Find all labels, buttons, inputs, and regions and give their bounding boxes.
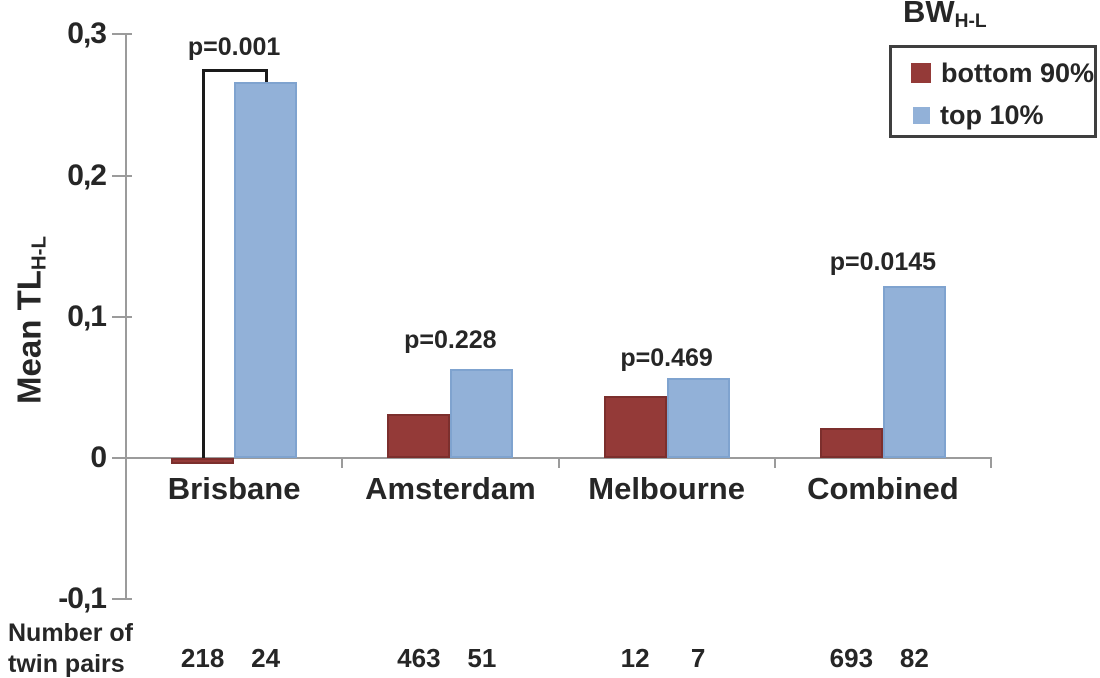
x-axis-tick [990,458,992,468]
bar-top-10--melbourne [666,377,730,458]
twin-pairs-count: 693 [829,643,874,673]
category-label-combined: Combined [807,471,959,506]
p-value-label-amsterdam: p=0.228 [404,326,497,355]
bar-bottom-90--combined [819,428,883,458]
twin-pairs-count: 82 [899,643,929,673]
bar-bottom-90--melbourne [603,395,667,458]
twin-pairs-count: 7 [690,643,706,673]
y-axis-title-main: Mean TL [10,270,48,404]
twin-pairs-count: 12 [620,643,650,673]
legend-item-bottom-90: bottom 90% [911,55,1094,91]
twin-pairs-count: 463 [397,643,441,673]
twin-pairs-count: 51 [467,643,497,673]
legend: bottom 90% top 10% [889,45,1097,138]
y-tick-label: 0,2 [67,158,107,192]
legend-item-top-10: top 10% [911,97,1044,133]
bar-bottom-90--brisbane [171,458,235,464]
legend-label-top-10: top 10% [940,99,1044,130]
y-tick-label: 0 [90,441,107,474]
bar-bottom-90--amsterdam [387,414,451,458]
significance-bracket-top [201,69,267,72]
legend-swatch-top-10-icon [913,106,930,124]
significance-bracket-left [201,69,205,458]
footnote-label-line2: twin pairs [8,650,125,678]
twin-pairs-count: 218 [180,643,225,673]
legend-title-subscript: H-L [954,10,987,32]
category-label-brisbane: Brisbane [167,471,301,506]
p-value-label-combined: p=0.0145 [829,247,937,276]
y-axis-tick [112,598,132,601]
y-axis-tick [112,33,132,36]
y-axis-tick [112,174,132,177]
p-value-label-melbourne: p=0.469 [620,343,713,372]
legend-label-bottom-90: bottom 90% [941,57,1095,88]
x-axis-tick [773,458,776,468]
x-axis-tick [341,458,344,468]
significance-bracket-right [264,69,268,83]
x-axis-tick [557,458,560,468]
y-tick-label: 0,1 [67,299,107,333]
y-axis-tick [112,315,132,318]
category-label-amsterdam: Amsterdam [365,471,536,506]
category-label-melbourne: Melbourne [588,471,745,506]
bar-top-10--amsterdam [450,369,514,458]
p-value-label-brisbane: p=0.001 [187,33,281,62]
y-axis-tick [112,457,132,459]
legend-title-main: BW [903,0,955,29]
bar-top-10--brisbane [234,82,298,458]
y-tick-label: 0,3 [67,17,107,51]
twin-pairs-count: 24 [251,643,281,673]
legend-swatch-bottom-90-icon [911,63,931,83]
y-tick-label: -0,1 [58,582,107,616]
legend-title: BWH-L [903,0,987,33]
bar-top-10--combined [882,285,946,458]
footnote-label-line1: Number of [8,619,133,647]
y-axis-title-subscript: H-L [27,236,51,271]
